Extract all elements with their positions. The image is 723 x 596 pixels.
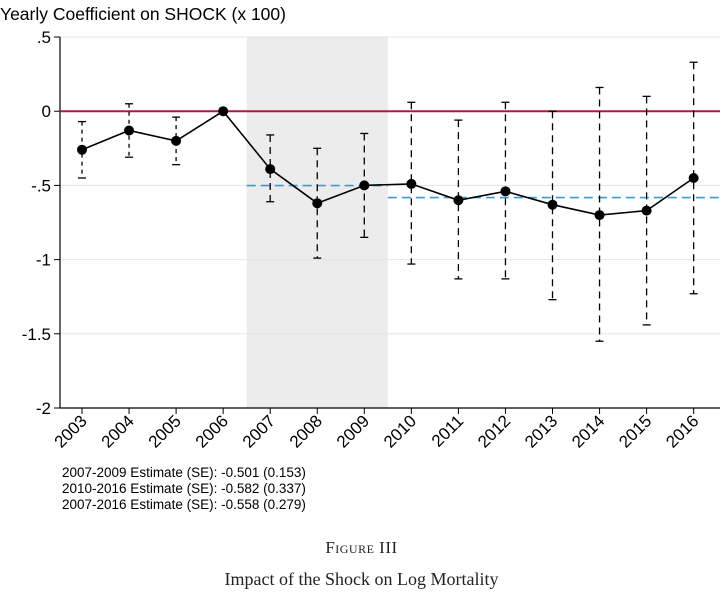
data-point [265, 164, 276, 175]
figure-label: Figure III [325, 538, 398, 557]
y-tick-label: -1 [36, 251, 51, 270]
x-tick-label: 2004 [98, 411, 138, 451]
data-point [218, 106, 229, 117]
y-tick-label: -.5 [31, 176, 51, 195]
x-tick-label: 2003 [51, 411, 91, 451]
y-tick-label: -2 [36, 399, 51, 418]
data-point [453, 195, 464, 206]
y-tick-label: -1.5 [22, 325, 51, 344]
x-tick-label: 2009 [333, 411, 373, 451]
series-line [81, 110, 695, 216]
data-point [77, 144, 87, 155]
data-point [688, 172, 699, 183]
x-tick-label: 2013 [521, 411, 561, 451]
data-point [312, 198, 323, 209]
x-tick-label: 2008 [286, 411, 326, 451]
estimate-note-2010-2016: 2010-2016 Estimate (SE): -0.582 (0.337) [62, 481, 306, 496]
data-point [171, 135, 182, 146]
data-point [359, 180, 370, 191]
data-point [641, 205, 652, 216]
data-point [547, 199, 558, 210]
x-tick-label: 2007 [239, 411, 279, 451]
data-point [406, 178, 417, 189]
y-tick-label: 0 [42, 102, 51, 121]
x-tick-label: 2011 [428, 411, 467, 450]
estimate-note-2007-2009: 2007-2009 Estimate (SE): -0.501 (0.153) [62, 465, 306, 480]
figure-title: Impact of the Shock on Log Mortality [224, 569, 499, 589]
x-tick-label: 2015 [615, 411, 655, 451]
y-tick-label: .5 [37, 28, 51, 47]
chart-title: Yearly Coefficient on SHOCK (x 100) [0, 4, 286, 24]
data-point [500, 186, 511, 197]
data-point [594, 210, 605, 221]
x-tick-label: 2012 [474, 411, 514, 451]
x-tick-label: 2006 [192, 411, 232, 451]
x-tick-label: 2016 [662, 411, 702, 451]
estimate-note-2007-2016: 2007-2016 Estimate (SE): -0.558 (0.279) [62, 497, 306, 512]
x-tick-label: 2010 [380, 411, 420, 451]
x-tick-label: 2005 [145, 411, 185, 451]
estimate-notes: 2007-2009 Estimate (SE): -0.501 (0.153) … [62, 465, 306, 513]
data-point [124, 125, 135, 136]
x-tick-label: 2014 [568, 411, 608, 451]
